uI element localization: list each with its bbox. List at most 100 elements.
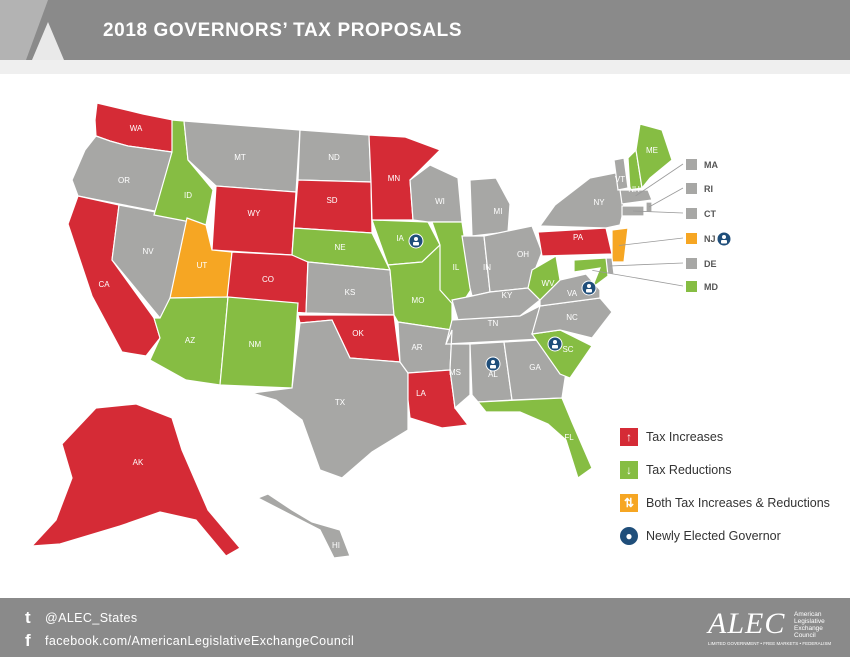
state-label-va: VA bbox=[567, 289, 578, 298]
state-label-ut: UT bbox=[197, 261, 208, 270]
facebook-link[interactable]: facebook.com/AmericanLegislativeExchange… bbox=[45, 634, 355, 648]
person-circle-icon bbox=[485, 356, 501, 372]
ne-swatch-ct bbox=[686, 208, 697, 219]
state-label-mo: MO bbox=[412, 296, 425, 305]
ne-swatch-ri bbox=[686, 183, 697, 194]
state-wy bbox=[211, 185, 297, 256]
state-label-ne: NE bbox=[334, 243, 345, 252]
twitter-row[interactable]: t @ALEC_States bbox=[20, 608, 138, 628]
legend-item-governor: ● Newly Elected Governor bbox=[620, 527, 830, 545]
alec-logo-side: American Legislative Exchange Council bbox=[794, 611, 825, 639]
state-label-il: IL bbox=[453, 263, 460, 272]
ne-leader-line bbox=[635, 163, 684, 197]
state-sd bbox=[293, 179, 373, 234]
ne-label-de: DE bbox=[704, 259, 717, 269]
state-ar bbox=[397, 321, 453, 374]
states-layer bbox=[30, 102, 673, 559]
twitter-icon: t bbox=[24, 608, 32, 627]
state-label-ca: CA bbox=[98, 280, 110, 289]
header-stripe bbox=[0, 60, 850, 74]
page-title: 2018 GOVERNORS’ TAX PROPOSALS bbox=[103, 20, 463, 41]
alec-logo: ALEC American Legislative Exchange Counc… bbox=[708, 608, 832, 648]
state-labels-layer: WA OR CA NV ID MT WY UT CO AZ NM ND SD NE KS OK TX MN IA MO… bbox=[98, 124, 658, 550]
legend-label: Tax Reductions bbox=[646, 463, 732, 477]
state-label-al: AL bbox=[488, 370, 498, 379]
state-label-wa: WA bbox=[130, 124, 143, 133]
ne-leader-line bbox=[609, 262, 684, 267]
state-me bbox=[635, 123, 673, 190]
state-hi bbox=[256, 493, 351, 559]
twitter-handle[interactable]: @ALEC_States bbox=[45, 611, 138, 625]
up-down-arrows-icon: ⇅ bbox=[620, 494, 638, 512]
ne-leader-line bbox=[648, 187, 684, 208]
governor-markers-layer bbox=[408, 231, 732, 372]
state-ak bbox=[30, 403, 241, 557]
state-label-hi: HI bbox=[332, 541, 340, 550]
state-vt bbox=[613, 157, 629, 191]
state-label-az: AZ bbox=[185, 336, 195, 345]
alec-logo-tagline: LIMITED GOVERNMENT • FREE MARKETS • FEDE… bbox=[708, 641, 832, 646]
person-circle-icon bbox=[581, 280, 597, 296]
state-wv bbox=[527, 255, 561, 301]
state-label-ga: GA bbox=[529, 363, 541, 372]
legend-label: Both Tax Increases & Reductions bbox=[646, 496, 830, 510]
facebook-icon: f bbox=[24, 631, 32, 650]
state-label-la: LA bbox=[416, 389, 426, 398]
ne-leader-line bbox=[632, 210, 684, 214]
state-label-nd: ND bbox=[328, 153, 340, 162]
state-ma bbox=[619, 189, 653, 205]
state-label-wv: WV bbox=[542, 279, 556, 288]
state-label-co: CO bbox=[262, 275, 274, 284]
footer-bar: t @ALEC_States f facebook.com/AmericanLe… bbox=[0, 598, 850, 657]
state-label-nc: NC bbox=[566, 313, 578, 322]
ne-swatch-de bbox=[686, 258, 697, 269]
person-circle-icon bbox=[547, 336, 563, 352]
state-label-pa: PA bbox=[573, 233, 584, 242]
header-bar: 2018 GOVERNORS’ TAX PROPOSALS bbox=[0, 0, 850, 60]
state-label-sc: SC bbox=[562, 345, 573, 354]
ne-leader-line bbox=[618, 237, 684, 246]
ne-label-nj: NJ bbox=[704, 234, 716, 244]
state-wi bbox=[409, 164, 463, 223]
northeast-legend: MA RI CT NJ DE MD bbox=[592, 159, 718, 292]
state-label-ia: IA bbox=[396, 234, 404, 243]
ne-leader-line bbox=[592, 269, 684, 287]
state-tx bbox=[251, 319, 409, 479]
legend-item-reduction: ↓ Tax Reductions bbox=[620, 461, 830, 479]
state-label-mi: MI bbox=[494, 207, 503, 216]
state-label-ak: AK bbox=[133, 458, 144, 467]
legend-label: Newly Elected Governor bbox=[646, 529, 781, 543]
ne-swatch-ma bbox=[686, 159, 697, 170]
legend-item-both: ⇅ Both Tax Increases & Reductions bbox=[620, 494, 830, 512]
arrow-down-icon: ↓ bbox=[620, 461, 638, 479]
state-label-vt: VT bbox=[615, 175, 625, 184]
legend: ↑ Tax Increases ↓ Tax Reductions ⇅ Both … bbox=[620, 428, 830, 560]
ne-label-md: MD bbox=[704, 282, 718, 292]
ne-swatch-nj bbox=[686, 233, 697, 244]
state-fl bbox=[476, 397, 593, 479]
us-map: WA OR CA NV ID MT WY UT CO AZ NM ND SD NE KS OK TX MN IA MO… bbox=[30, 102, 732, 559]
state-label-mt: MT bbox=[234, 153, 246, 162]
arrow-up-icon: ↑ bbox=[620, 428, 638, 446]
ne-swatch-md bbox=[686, 281, 697, 292]
facebook-row[interactable]: f facebook.com/AmericanLegislativeExchan… bbox=[20, 631, 354, 651]
ne-label-ri: RI bbox=[704, 184, 713, 194]
state-mi bbox=[469, 177, 511, 237]
state-label-or: OR bbox=[118, 176, 130, 185]
state-label-ok: OK bbox=[352, 329, 364, 338]
state-label-ks: KS bbox=[345, 288, 356, 297]
ne-label-ct: CT bbox=[704, 209, 716, 219]
person-circle-icon: ● bbox=[620, 527, 638, 545]
alec-logo-word: ALEC bbox=[708, 607, 786, 640]
state-label-ny: NY bbox=[593, 198, 605, 207]
person-circle-icon bbox=[408, 233, 424, 249]
state-label-ar: AR bbox=[411, 343, 422, 352]
ne-label-ma: MA bbox=[704, 160, 718, 170]
state-label-ms: MS bbox=[449, 368, 461, 377]
state-label-fl: FL bbox=[564, 433, 574, 442]
state-label-ky: KY bbox=[502, 291, 513, 300]
state-label-sd: SD bbox=[326, 196, 337, 205]
state-label-tx: TX bbox=[335, 398, 346, 407]
state-label-tn: TN bbox=[488, 319, 499, 328]
header-wedge-icon bbox=[0, 0, 64, 60]
